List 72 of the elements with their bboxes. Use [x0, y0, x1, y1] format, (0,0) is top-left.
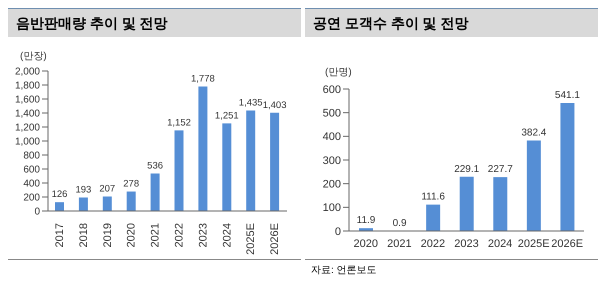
- bar: [426, 204, 440, 231]
- data-label: 111.6: [421, 192, 446, 203]
- chart-title: 음반판매량 추이 및 전망: [8, 9, 301, 37]
- y-tick-label: 2,000: [14, 66, 40, 78]
- chart-title: 공연 모객수 추이 및 전망: [305, 9, 598, 37]
- bar: [560, 102, 574, 231]
- data-label: 1,435: [238, 98, 263, 109]
- y-tick-label: 0: [34, 206, 40, 218]
- x-tick-label: 2021: [387, 238, 412, 250]
- y-tick-label: 100: [322, 202, 341, 214]
- x-tick-label: 2022: [173, 223, 186, 248]
- bar: [174, 130, 184, 211]
- x-tick-label: 2019: [102, 223, 114, 248]
- bar: [526, 140, 541, 231]
- text: 자료: 언론보도: [311, 265, 377, 276]
- x-tick-label: 2023: [197, 223, 210, 248]
- data-label: 193: [75, 184, 92, 196]
- data-label: 227.7: [488, 164, 514, 176]
- data-label: 126: [52, 189, 68, 200]
- data-label: 382.4: [521, 128, 547, 138]
- bar: [493, 177, 508, 231]
- bar: [78, 197, 88, 211]
- y-tick-label: 600: [322, 84, 341, 96]
- x-tick-label: 2020: [126, 223, 138, 248]
- y-tick-label: 800: [23, 150, 40, 162]
- data-label: 1,251: [214, 110, 239, 122]
- bar: [150, 173, 160, 211]
- bar: [270, 112, 280, 211]
- x-tick-label: 2017: [54, 223, 66, 248]
- data-label: 0.9: [392, 218, 407, 229]
- y-tick-label: 500: [322, 108, 341, 120]
- y-tick-label: 0: [334, 226, 341, 238]
- y-tick-label: 1,000: [14, 136, 40, 148]
- x-tick-label: 2021: [150, 223, 162, 248]
- data-label: 1,152: [167, 117, 191, 128]
- data-label: 229.1: [454, 164, 480, 175]
- y-tick-label: 300: [322, 154, 341, 167]
- y-tick-label: 1,800: [14, 80, 40, 92]
- bar: [198, 86, 208, 211]
- bar: [460, 176, 474, 231]
- y-tick-label: 600: [23, 164, 40, 176]
- data-label: 536: [147, 160, 164, 172]
- bar: [222, 123, 232, 211]
- x-tick-label: 2018: [78, 223, 90, 248]
- x-tick-label: 2022: [420, 238, 446, 250]
- bar: [246, 110, 256, 211]
- data-label: 1,403: [262, 100, 286, 111]
- data-label: 207: [99, 184, 116, 195]
- x-tick-label: 2020: [354, 238, 378, 250]
- y-tick-label: 400: [23, 178, 40, 190]
- x-tick-label: 2026E: [269, 223, 282, 255]
- data-label: 278: [123, 178, 140, 190]
- bar: [55, 202, 64, 211]
- bar: [102, 196, 112, 211]
- y-tick-label: 1,200: [14, 122, 40, 134]
- y-axis-title: (만명): [325, 66, 352, 79]
- bar: [126, 192, 136, 211]
- y-tick-label: 400: [322, 131, 341, 144]
- y-tick-label: 1,600: [14, 94, 40, 106]
- y-tick-label: 200: [23, 192, 40, 204]
- x-tick-label: 2024: [488, 238, 512, 250]
- y-tick-label: 1,400: [14, 108, 40, 120]
- x-tick-label: 2023: [454, 238, 479, 250]
- y-tick-label: 200: [322, 178, 341, 191]
- y-axis-title: (만장): [20, 50, 47, 63]
- x-tick-label: 2024: [221, 223, 234, 248]
- x-tick-label: 2025E: [518, 238, 550, 250]
- x-tick-label: 2026E: [551, 238, 584, 250]
- data-label: 11.9: [356, 215, 376, 226]
- data-label: 541.1: [554, 90, 580, 101]
- data-label: 1,778: [191, 74, 215, 85]
- x-tick-label: 2025E: [245, 223, 258, 255]
